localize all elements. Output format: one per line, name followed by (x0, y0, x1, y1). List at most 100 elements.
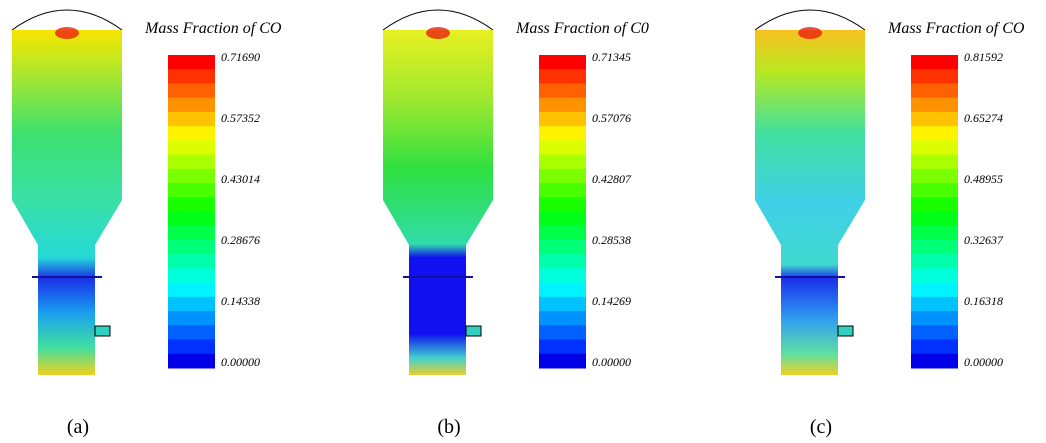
colorbar-tick-label: 0.14269 (592, 294, 631, 308)
colorbar-band (539, 339, 586, 355)
colorbar-band (911, 325, 958, 341)
colorbar-band (911, 83, 958, 99)
outlet (465, 325, 482, 337)
colorbar-band (168, 254, 215, 269)
colorbar-tick-label: 0.57352 (221, 111, 260, 125)
colorbar-band (911, 154, 958, 170)
red-spot (55, 27, 79, 39)
colorbar-band (539, 154, 586, 170)
colorbar-band (911, 126, 958, 141)
colorbar-tick-label: 0.00000 (221, 355, 260, 369)
colorbar-band (539, 183, 586, 198)
colorbar-band (168, 225, 215, 241)
colorbar-band (911, 183, 958, 198)
colorbar-tick-label: 0.16318 (964, 294, 1003, 308)
reactor-contour (755, 30, 865, 375)
colorbar-band (168, 353, 215, 369)
colorbar-band (911, 254, 958, 269)
panel: Mass Fraction of C0 0.71345 0.57076 0.42807… (382, 9, 649, 438)
colorbar-band (539, 69, 586, 84)
colorbar-tick-label: 0.14338 (221, 294, 260, 308)
colorbar-tick-label: 0.65274 (964, 111, 1003, 125)
colorbar-title: Mass Fraction of CO (887, 20, 1025, 37)
panel-label: (a) (67, 416, 89, 438)
colorbar-tick-label: 0.71345 (592, 50, 631, 64)
panel: Mass Fraction of CO 0.71690 0.57352 0.43014… (11, 9, 282, 438)
colorbar-band (539, 311, 586, 326)
colorbar-tick-label: 0.43014 (221, 172, 260, 186)
colorbar-band (168, 97, 215, 113)
colorbar-band (168, 296, 215, 312)
colorbar-band (539, 97, 586, 113)
colorbar-band (168, 140, 215, 156)
colorbar-band (168, 55, 215, 70)
red-spot (426, 27, 450, 39)
colorbar-band (539, 268, 586, 284)
colorbar-band (539, 239, 586, 255)
colorbar-band (539, 325, 586, 341)
colorbar-band (168, 197, 215, 212)
colorbar-tick-label: 0.71690 (221, 50, 260, 64)
colorbar-band (168, 168, 215, 184)
panel: Mass Fraction of CO 0.81592 0.65274 0.48955… (754, 9, 1025, 438)
colorbar-band (168, 69, 215, 84)
colorbar-band (168, 311, 215, 326)
colorbar-band (539, 353, 586, 369)
reactor-contour (383, 30, 493, 375)
reactor-dome (382, 9, 494, 31)
colorbar-band (168, 339, 215, 355)
outlet (837, 325, 854, 337)
panel-label: (b) (437, 416, 460, 438)
colorbar-band (168, 83, 215, 99)
colorbar-band (539, 197, 586, 212)
outlet (94, 325, 111, 337)
colorbar-band (911, 140, 958, 156)
colorbar-band (539, 126, 586, 141)
colorbar-band (911, 296, 958, 312)
colorbar-band (911, 282, 958, 298)
colorbar-band (168, 268, 215, 284)
colorbar-band (539, 296, 586, 312)
colorbar-band (911, 168, 958, 184)
colorbar-title: Mass Fraction of C0 (515, 20, 649, 37)
colorbar-title: Mass Fraction of CO (144, 20, 282, 37)
colorbar-band (539, 140, 586, 156)
colorbar-band (911, 97, 958, 113)
colorbar-band (911, 197, 958, 212)
colorbar-tick-label: 0.81592 (964, 50, 1003, 64)
colorbar-tick-label: 0.32637 (964, 233, 1004, 247)
panel-label: (c) (810, 416, 832, 438)
colorbar-tick-label: 0.28676 (221, 233, 260, 247)
colorbar-tick-label: 0.00000 (592, 355, 631, 369)
colorbar-band (168, 111, 215, 127)
colorbar-band (911, 111, 958, 127)
colorbar-tick-label: 0.57076 (592, 111, 631, 125)
colorbar-band (539, 111, 586, 127)
colorbar-band (911, 239, 958, 255)
colorbar-band (911, 339, 958, 355)
reactor-dome (11, 9, 123, 31)
colorbar-band (911, 69, 958, 84)
colorbar-band (539, 83, 586, 99)
colorbar-band (911, 225, 958, 241)
colorbar-tick-label: 0.42807 (592, 172, 632, 186)
colorbar-band (911, 268, 958, 284)
colorbar-band (168, 325, 215, 341)
colorbar-band (539, 254, 586, 269)
colorbar-band (168, 211, 215, 227)
colorbar-tick-label: 0.48955 (964, 172, 1003, 186)
reactor-dome (754, 9, 866, 31)
colorbar-band (168, 282, 215, 298)
reactor-contour (12, 30, 122, 375)
colorbar-band (539, 55, 586, 70)
colorbar-band (911, 55, 958, 70)
colorbar-band (168, 239, 215, 255)
colorbar-band (539, 225, 586, 241)
colorbar-band (539, 211, 586, 227)
colorbar-band (911, 353, 958, 369)
colorbar-band (539, 168, 586, 184)
colorbar-band (911, 211, 958, 227)
colorbar-band (539, 282, 586, 298)
red-spot (798, 27, 822, 39)
